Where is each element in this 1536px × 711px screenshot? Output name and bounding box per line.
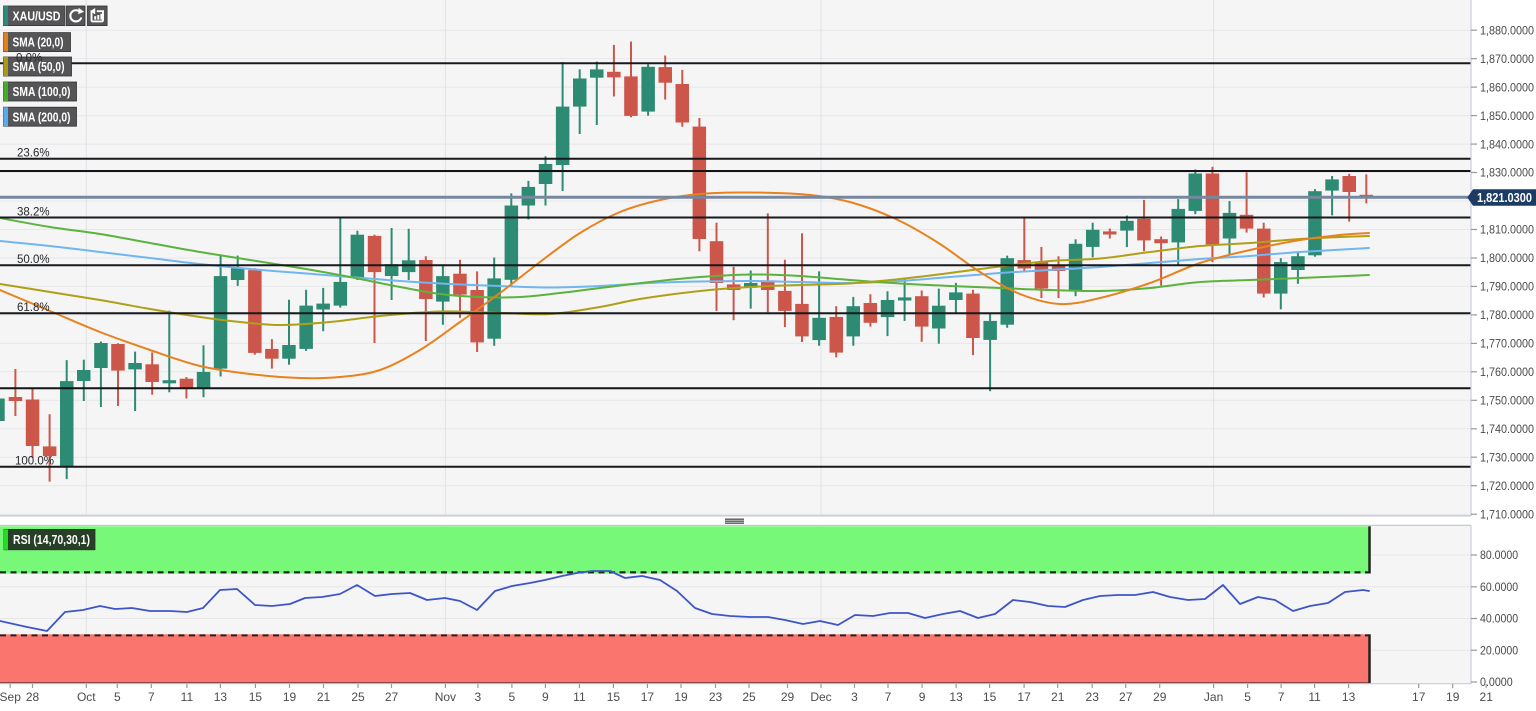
svg-text:7: 7 (885, 690, 892, 704)
svg-text:5: 5 (1244, 690, 1251, 704)
svg-text:7: 7 (148, 690, 155, 704)
svg-text:27: 27 (1119, 690, 1133, 704)
svg-text:Nov: Nov (435, 690, 456, 704)
svg-text:13: 13 (949, 690, 963, 704)
svg-text:1,710.0000: 1,710.0000 (1480, 507, 1534, 521)
svg-text:5: 5 (114, 690, 121, 704)
svg-text:29: 29 (781, 690, 795, 704)
svg-text:38.2%: 38.2% (17, 206, 50, 218)
svg-text:1,740.0000: 1,740.0000 (1480, 422, 1534, 436)
svg-text:3: 3 (851, 690, 858, 704)
svg-text:19: 19 (1446, 690, 1460, 704)
svg-text:28: 28 (26, 690, 40, 704)
svg-text:3: 3 (475, 690, 482, 704)
svg-text:11: 11 (573, 690, 586, 704)
svg-text:Jan: Jan (1204, 690, 1223, 704)
svg-text:1,850.0000: 1,850.0000 (1480, 109, 1534, 123)
svg-text:25: 25 (351, 690, 365, 704)
svg-text:15: 15 (983, 690, 997, 704)
svg-text:21: 21 (317, 690, 331, 704)
svg-text:40.0000: 40.0000 (1480, 612, 1518, 626)
svg-text:80.0000: 80.0000 (1480, 548, 1518, 562)
svg-text:19: 19 (674, 690, 688, 704)
svg-text:1,720.0000: 1,720.0000 (1480, 479, 1534, 493)
svg-text:13: 13 (1342, 690, 1356, 704)
svg-text:SMA (50,0): SMA (50,0) (13, 60, 65, 74)
svg-text:1,821.0300: 1,821.0300 (1477, 191, 1532, 205)
svg-text:0.0%: 0.0% (16, 52, 42, 64)
svg-text:20.0000: 20.0000 (1480, 644, 1518, 658)
svg-text:RSI (14,70,30,1): RSI (14,70,30,1) (13, 533, 90, 547)
svg-text:XAU/USD: XAU/USD (13, 8, 61, 23)
svg-text:1,750.0000: 1,750.0000 (1480, 394, 1534, 408)
svg-text:23: 23 (1086, 690, 1100, 704)
svg-text:Oct: Oct (77, 690, 96, 704)
svg-text:13: 13 (214, 690, 228, 704)
svg-text:17: 17 (641, 690, 655, 704)
svg-text:27: 27 (385, 690, 399, 704)
svg-text:23.6%: 23.6% (17, 147, 50, 159)
svg-text:25: 25 (742, 690, 756, 704)
svg-text:1,770.0000: 1,770.0000 (1480, 337, 1534, 351)
svg-text:5: 5 (509, 690, 516, 704)
svg-text:17: 17 (1017, 690, 1031, 704)
svg-text:9: 9 (919, 690, 926, 704)
svg-text:1,730.0000: 1,730.0000 (1480, 450, 1534, 464)
svg-text:SMA (20,0): SMA (20,0) (13, 36, 64, 50)
svg-text:1,760.0000: 1,760.0000 (1480, 365, 1534, 379)
svg-text:60.0000: 60.0000 (1480, 580, 1518, 594)
svg-text:21: 21 (1051, 690, 1065, 704)
svg-text:Sep: Sep (0, 690, 21, 704)
svg-text:1,880.0000: 1,880.0000 (1480, 23, 1534, 37)
svg-text:61.8%: 61.8% (17, 302, 50, 314)
svg-text:1,860.0000: 1,860.0000 (1480, 80, 1534, 94)
svg-text:7: 7 (1278, 690, 1285, 704)
svg-text:SMA (200,0): SMA (200,0) (13, 110, 71, 124)
svg-text:1,830.0000: 1,830.0000 (1480, 166, 1534, 180)
svg-text:1,840.0000: 1,840.0000 (1480, 137, 1534, 151)
svg-text:21: 21 (1480, 690, 1494, 704)
svg-text:1,870.0000: 1,870.0000 (1480, 52, 1534, 66)
svg-text:23: 23 (709, 690, 723, 704)
svg-text:11: 11 (1308, 690, 1321, 704)
svg-text:1,790.0000: 1,790.0000 (1480, 280, 1534, 294)
svg-text:Dec: Dec (810, 690, 831, 704)
svg-text:1,810.0000: 1,810.0000 (1480, 223, 1534, 237)
svg-text:1,780.0000: 1,780.0000 (1480, 308, 1534, 322)
svg-text:0.0000: 0.0000 (1480, 675, 1513, 689)
svg-text:15: 15 (249, 690, 263, 704)
svg-text:19: 19 (283, 690, 297, 704)
svg-text:SMA (100,0): SMA (100,0) (13, 85, 71, 99)
svg-text:11: 11 (181, 690, 194, 704)
svg-text:50.0%: 50.0% (17, 254, 50, 266)
svg-text:15: 15 (607, 690, 621, 704)
svg-text:9: 9 (542, 690, 549, 704)
svg-text:100.0%: 100.0% (15, 455, 54, 467)
svg-text:17: 17 (1412, 690, 1426, 704)
svg-text:1,800.0000: 1,800.0000 (1480, 251, 1534, 265)
svg-text:29: 29 (1153, 690, 1167, 704)
